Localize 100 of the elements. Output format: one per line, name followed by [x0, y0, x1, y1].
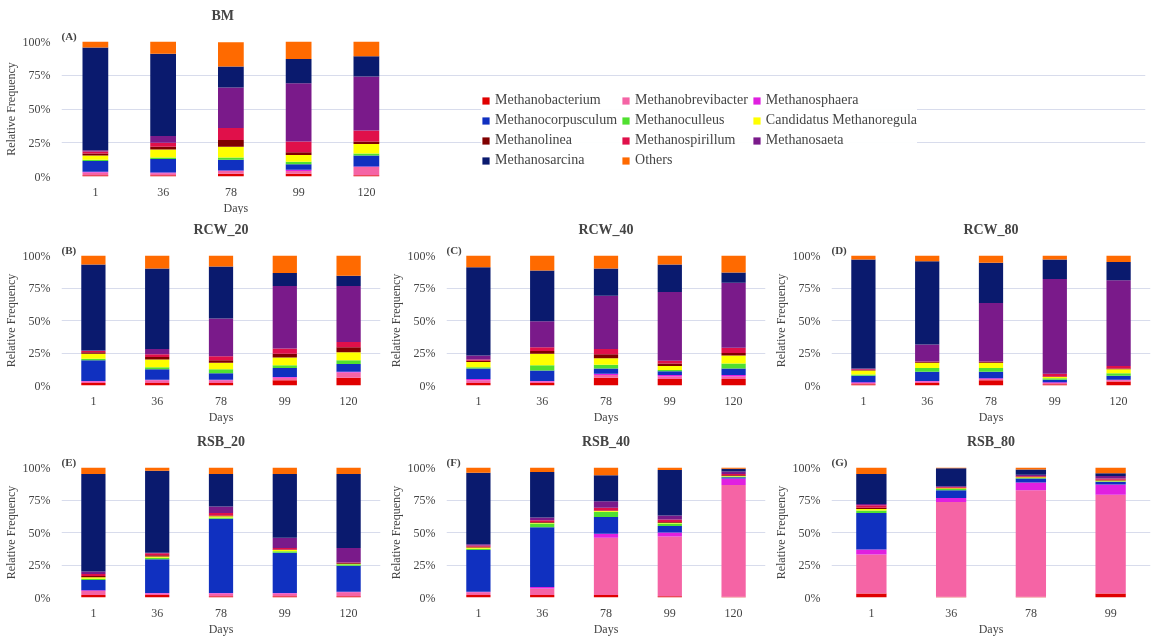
text: (C) [446, 243, 463, 257]
x-axis-title: Days [208, 409, 234, 424]
x-axis-title: Days [593, 409, 619, 424]
x-tick-label: 78 [600, 605, 612, 620]
y-tick-label: 75% [28, 281, 51, 295]
x-tick-label: 120 [1109, 393, 1128, 408]
legend-label: Methanospirillum [635, 132, 736, 148]
y-tick-label: 100% [22, 34, 51, 49]
y-tick-label: 100% [792, 460, 821, 475]
x-axis-title: Days [593, 621, 619, 636]
x-tick-label: 78 [215, 393, 227, 408]
x-tick-label: 36 [151, 393, 164, 408]
y-tick-label: 50% [798, 525, 821, 540]
y-tick-label: 25% [798, 346, 821, 360]
y-tick-label: 100% [407, 460, 436, 475]
x-tick-label: 78 [1024, 605, 1037, 620]
legend-label: Methanosphaera [765, 92, 859, 108]
text: (F) [446, 455, 461, 469]
chart-title: RCW_40 [578, 221, 634, 237]
x-tick-label: 120 [339, 393, 358, 408]
legend-label: Others [635, 152, 673, 168]
x-tick-label: 36 [921, 393, 934, 408]
x-tick-label: 1 [475, 393, 482, 408]
chart-title: RSB_20 [196, 433, 246, 449]
x-axis-title: Days [208, 621, 234, 636]
legend-label: Methanocorpusculum [495, 112, 618, 128]
y-axis-title: Relative Frequency [3, 62, 18, 156]
legend-label: Methanolinea [495, 132, 572, 148]
x-tick-label: 99 [1048, 393, 1061, 408]
y-tick-label: 50% [413, 313, 436, 328]
text: (G) [831, 455, 848, 469]
x-tick-label: 78 [985, 393, 997, 408]
text: (D) [831, 243, 848, 257]
x-tick-label: 78 [215, 605, 227, 620]
y-axis-title: Relative Frequency [3, 273, 18, 368]
y-axis-title: Relative Frequency [3, 485, 18, 580]
legend-label: Methanosaeta [765, 132, 844, 148]
x-tick-label: 99 [292, 184, 305, 199]
x-tick-label: 36 [536, 605, 549, 620]
y-tick-label: 50% [798, 313, 821, 328]
y-tick-label: 50% [28, 313, 51, 328]
y-axis-title: Relative Frequency [773, 485, 788, 580]
y-axis-title: Relative Frequency [388, 273, 403, 368]
y-tick-label: 0% [34, 590, 51, 605]
x-axis-title: Days [223, 200, 249, 215]
y-tick-label: 25% [413, 346, 436, 360]
chart-title: RSB_40 [581, 433, 631, 449]
x-tick-label: 120 [339, 605, 358, 620]
y-tick-label: 0% [419, 378, 436, 393]
x-tick-label: 36 [536, 393, 549, 408]
y-tick-label: 25% [28, 558, 51, 572]
y-tick-label: 100% [792, 248, 821, 263]
x-axis-title: Days [978, 621, 1004, 636]
y-tick-label: 0% [804, 378, 821, 393]
legend-label: Methanoculleus [635, 112, 725, 128]
x-tick-label: 99 [278, 393, 291, 408]
y-tick-label: 75% [413, 493, 436, 507]
legend-label: Candidatus Methanoregula [765, 112, 918, 128]
y-tick-label: 100% [22, 248, 51, 263]
x-tick-label: 120 [724, 605, 743, 620]
x-tick-label: 1 [868, 605, 875, 620]
y-tick-label: 75% [28, 493, 51, 507]
y-axis-title: Relative Frequency [773, 273, 788, 368]
legend-label: Methanosarcina [495, 152, 585, 168]
x-tick-label: 78 [600, 393, 612, 408]
chart-title: RCW_80 [963, 221, 1019, 237]
y-tick-label: 75% [798, 493, 821, 507]
x-tick-label: 36 [945, 605, 958, 620]
x-tick-label: 99 [1104, 605, 1117, 620]
x-tick-label: 99 [663, 605, 676, 620]
y-tick-label: 25% [798, 558, 821, 572]
y-tick-label: 50% [28, 102, 51, 116]
x-axis-title: Days [978, 409, 1004, 424]
y-tick-label: 50% [28, 525, 51, 540]
y-tick-label: 75% [28, 68, 51, 83]
y-tick-label: 0% [34, 169, 51, 184]
legend-label: Methanobacterium [495, 92, 601, 108]
y-tick-label: 75% [413, 281, 436, 295]
text: (B) [61, 243, 77, 257]
chart-title: RSB_80 [966, 433, 1016, 449]
y-tick-label: 50% [413, 525, 436, 540]
x-tick-label: 120 [724, 393, 743, 408]
y-tick-label: 0% [34, 378, 51, 393]
x-tick-label: 36 [151, 605, 164, 620]
x-tick-label: 99 [663, 393, 676, 408]
x-tick-label: 120 [357, 184, 376, 199]
legend-label: Methanobrevibacter [635, 92, 748, 108]
chart-title: RCW_20 [193, 221, 249, 237]
y-tick-label: 0% [804, 590, 821, 605]
y-tick-label: 25% [28, 346, 51, 360]
y-tick-label: 0% [419, 590, 436, 605]
y-axis-title: Relative Frequency [388, 485, 403, 580]
text: (A) [61, 29, 78, 43]
x-tick-label: 1 [90, 393, 97, 408]
text: (E) [61, 455, 77, 469]
x-tick-label: 1 [860, 393, 867, 408]
y-tick-label: 100% [22, 460, 51, 475]
chart-title: BM [211, 7, 235, 23]
x-tick-label: 36 [157, 184, 170, 199]
x-tick-label: 78 [224, 184, 237, 199]
